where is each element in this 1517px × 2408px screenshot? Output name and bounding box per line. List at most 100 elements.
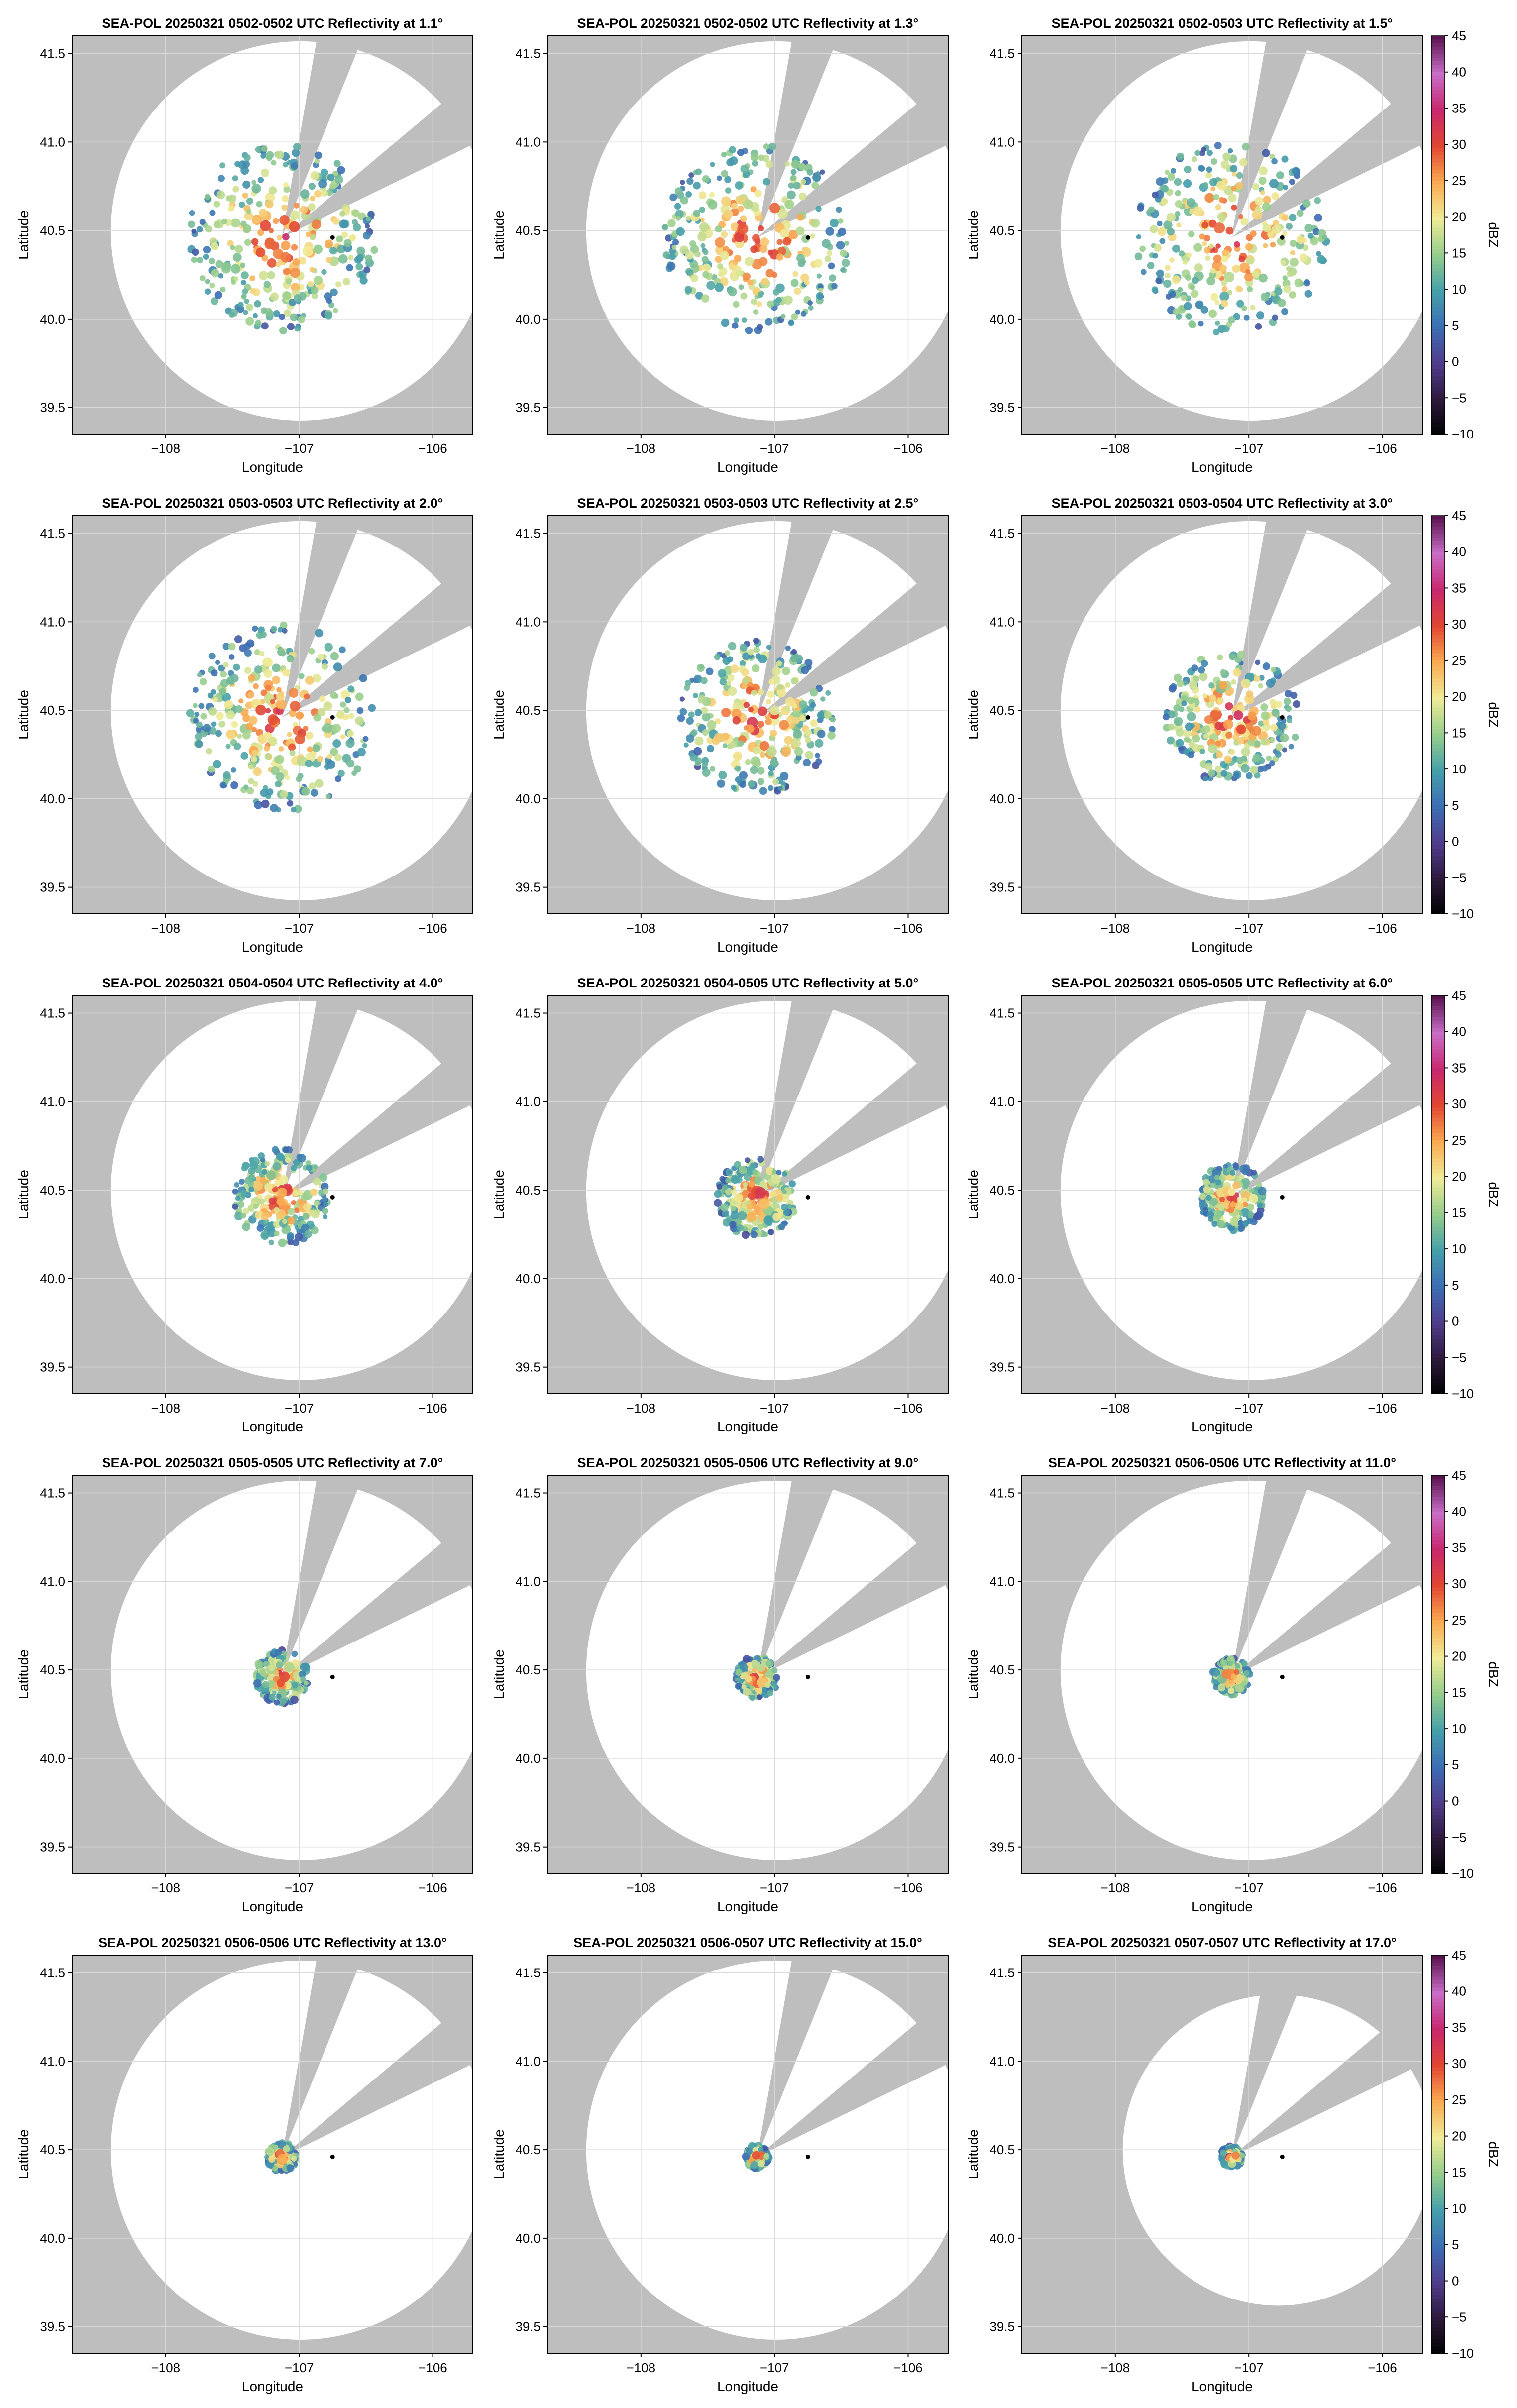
echo-cell [235, 1195, 241, 1201]
echo-cell [1314, 197, 1321, 204]
y-tick-label: 41.5 [515, 46, 541, 61]
echo-cell [203, 724, 211, 732]
echo-cell [1287, 718, 1293, 724]
echo-cell [291, 1681, 299, 1689]
x-axis-label: Longitude [1192, 1899, 1253, 1914]
echo-cell [738, 1165, 747, 1174]
echo-cell [783, 295, 793, 305]
colorbar-segment [1431, 282, 1445, 286]
reflectivity-echo [1163, 651, 1300, 782]
colorbar-segment [1431, 2274, 1445, 2278]
echo-cell [336, 235, 343, 243]
echo-cell [692, 692, 698, 699]
colorbar-segment [1431, 2056, 1445, 2061]
colorbar-segment [1431, 65, 1445, 69]
colorbar-segment [1431, 2237, 1445, 2242]
station-marker [805, 1195, 810, 1200]
echo-cell [321, 269, 327, 275]
colorbar-segment [1431, 1642, 1445, 1646]
echo-cell [764, 1682, 771, 1688]
colorbar-segment [1431, 765, 1445, 770]
colorbar-segment [1431, 1317, 1445, 1322]
echo-cell [744, 1173, 752, 1181]
echo-cell [1245, 269, 1251, 274]
colorbar-segment [1431, 624, 1445, 629]
echo-cell [714, 283, 724, 292]
echo-cell [1270, 667, 1276, 672]
echo-cell [294, 1207, 300, 1213]
colorbar-segment [1431, 1324, 1445, 1329]
echo-cell [1270, 724, 1278, 731]
echo-cell [1200, 659, 1208, 667]
echo-cell [1161, 185, 1169, 193]
echo-cell [213, 760, 221, 769]
station-marker [330, 715, 335, 720]
echo-cell [696, 663, 705, 672]
echo-cell [709, 192, 715, 198]
echo-cell [265, 200, 274, 209]
echo-cell [795, 754, 802, 761]
echo-cell [1260, 292, 1270, 302]
echo-cell [746, 2148, 753, 2155]
colorbar-segment [1431, 1361, 1445, 1365]
colorbar-segment [1431, 1125, 1445, 1130]
colorbar-segment [1431, 304, 1445, 308]
colorbar-segment [1431, 307, 1445, 312]
echo-cell [1240, 1681, 1246, 1687]
echo-cell [1238, 255, 1245, 263]
echo-cell [278, 1238, 287, 1247]
echo-cell [751, 298, 757, 305]
colorbar-segment [1431, 1995, 1445, 1999]
echo-cell [275, 780, 282, 788]
colorbar-segment [1431, 1973, 1445, 1977]
echo-cell [1289, 214, 1297, 221]
echo-cell [1194, 150, 1200, 156]
echo-cell [206, 748, 212, 755]
y-tick-label: 41.0 [989, 1094, 1015, 1109]
colorbar-tick-label: 10 [1452, 2201, 1466, 2216]
colorbar-tick-label: 25 [1452, 1133, 1466, 1148]
echo-cell [1229, 1217, 1238, 1226]
echo-cell [1210, 158, 1217, 165]
echo-cell [809, 688, 818, 697]
echo-cell [804, 729, 812, 736]
colorbar-segment [1431, 1544, 1445, 1548]
echo-cell [1286, 223, 1293, 230]
echo-cell [330, 652, 339, 660]
x-axis-label: Longitude [242, 939, 303, 955]
echo-cell [192, 687, 199, 693]
echo-cell [220, 671, 227, 678]
echo-cell [662, 251, 670, 259]
echo-cell [769, 729, 777, 737]
echo-cell [829, 274, 837, 282]
echo-cell [1206, 150, 1213, 156]
echo-cell [1208, 682, 1215, 689]
echo-cell [1189, 680, 1197, 689]
x-axis-label: Longitude [242, 459, 303, 475]
blocked-sector-northeast [282, 77, 473, 238]
blocked-sector-north [1231, 1955, 1313, 2157]
echo-cell [794, 747, 803, 756]
colorbar-tick-label: 5 [1452, 2237, 1459, 2252]
echo-cell [716, 1184, 723, 1190]
echo-cell [1251, 725, 1261, 736]
y-tick-label: 39.5 [515, 1360, 541, 1375]
echo-cell [356, 254, 364, 261]
echo-cell [1260, 703, 1268, 711]
colorbar-segment [1431, 2049, 1445, 2054]
echo-cell [810, 233, 815, 239]
echo-cell [189, 210, 195, 216]
echo-cell [252, 625, 258, 632]
echo-cell [789, 723, 795, 729]
colorbar-segment [1431, 2212, 1445, 2216]
echo-cell [743, 1655, 751, 1663]
echo-cell [830, 716, 836, 723]
colorbar-tick-label: 40 [1452, 65, 1466, 80]
colorbar-segment [1431, 350, 1445, 355]
colorbar-segment [1431, 2139, 1445, 2144]
colorbar-segment [1431, 76, 1445, 80]
echo-cell [1203, 1185, 1211, 1194]
colorbar-segment [1431, 1764, 1445, 1769]
echo-cell [1199, 233, 1205, 240]
echo-cell [309, 782, 316, 790]
